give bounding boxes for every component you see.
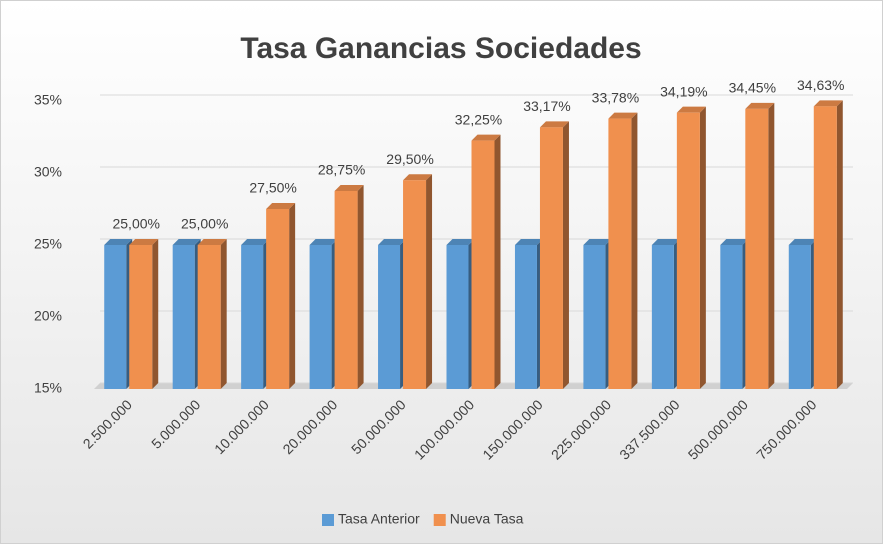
bar-top (745, 102, 775, 109)
data-label: 32,25% (455, 111, 502, 127)
bar-side (426, 174, 433, 389)
bar-top (241, 239, 270, 245)
bar (446, 245, 469, 389)
y-tick-label: 25% (34, 236, 62, 252)
bar-top (309, 239, 338, 245)
data-label: 34,45% (729, 80, 776, 96)
bar (266, 209, 290, 389)
bar (583, 245, 606, 389)
bar-side (562, 121, 569, 390)
bar (676, 112, 700, 389)
bar (539, 127, 563, 390)
bar (720, 245, 743, 389)
bar-side (357, 185, 364, 389)
y-tick-label: 20% (34, 308, 62, 324)
bar-top (197, 239, 227, 245)
bar-top (720, 239, 749, 245)
data-label: 27,50% (249, 180, 296, 196)
bar (471, 140, 495, 389)
legend-swatch (433, 514, 446, 526)
bar-top (583, 239, 612, 245)
data-label: 33,17% (523, 98, 570, 114)
data-label: 29,50% (386, 151, 433, 167)
data-label: 33,78% (592, 89, 639, 105)
bar-side (699, 106, 706, 389)
bar-top (676, 106, 706, 113)
bar (403, 180, 427, 389)
data-label: 25,00% (112, 216, 159, 232)
legend-label: Nueva Tasa (450, 511, 524, 527)
bar-top (539, 121, 569, 128)
bar-side (768, 102, 775, 390)
bar (378, 245, 401, 389)
bar-top (129, 239, 159, 245)
bar-top (378, 239, 407, 245)
bar-top (651, 239, 680, 245)
bar-top (788, 239, 817, 245)
bar-side (631, 112, 638, 390)
bar-top (172, 239, 201, 245)
bar (745, 108, 769, 390)
bar-side (836, 100, 843, 389)
bar (241, 245, 264, 389)
bar-top (104, 239, 133, 245)
data-label: 34,19% (660, 83, 707, 99)
bar (514, 245, 537, 389)
bar-top (403, 174, 433, 181)
bar-top (266, 203, 296, 209)
bar-side (289, 203, 296, 389)
bar (104, 245, 127, 389)
bar-top (334, 185, 364, 191)
bar (651, 245, 674, 389)
bar-side (152, 239, 159, 389)
bar (334, 191, 358, 389)
bar (788, 245, 811, 389)
bar (197, 245, 221, 389)
bar (129, 245, 153, 389)
bar (172, 245, 195, 389)
y-tick-label: 15% (34, 380, 62, 396)
bar-top (471, 134, 501, 141)
data-label: 34,63% (797, 77, 844, 93)
y-tick-label: 30% (34, 164, 62, 180)
bar-top (813, 100, 843, 107)
data-label: 28,75% (318, 162, 365, 178)
legend-swatch (322, 514, 334, 526)
bar (813, 106, 837, 389)
bar-top (514, 239, 543, 245)
bar-top (608, 112, 638, 119)
bar-side (220, 239, 227, 389)
legend-label: Tasa Anterior (338, 511, 420, 527)
bar-side (494, 134, 501, 389)
bar-top (446, 239, 475, 245)
bar (309, 245, 332, 389)
data-label: 25,00% (181, 216, 228, 232)
bar (608, 118, 632, 390)
chart-title: Tasa Ganancias Sociedades (240, 32, 641, 65)
y-tick-label: 35% (34, 92, 62, 108)
